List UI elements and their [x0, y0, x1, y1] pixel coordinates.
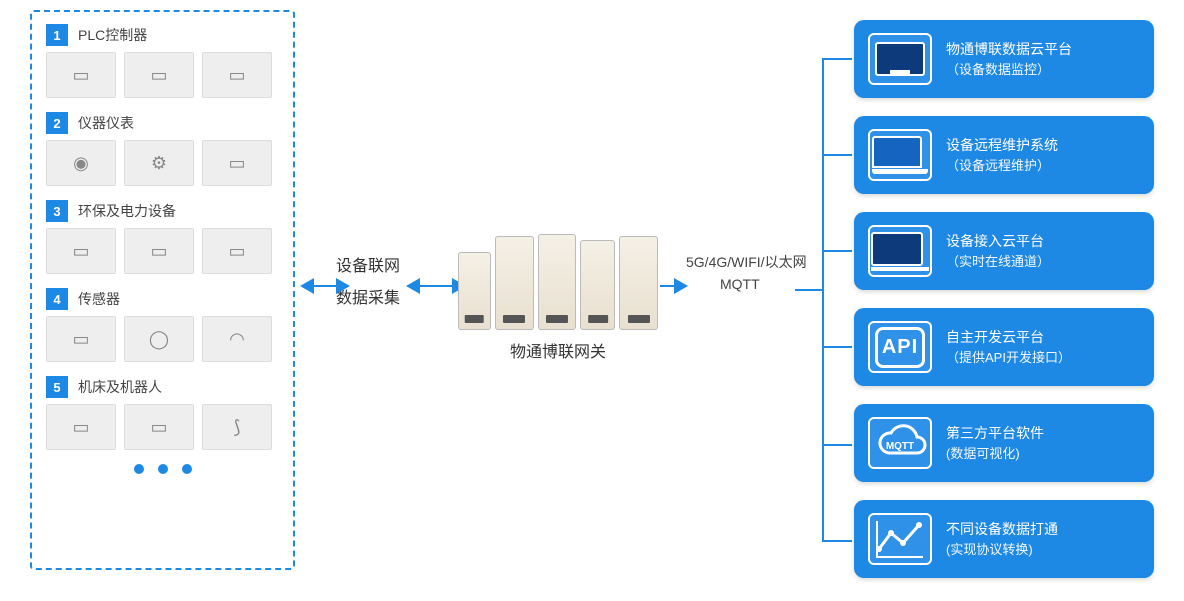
card-text: 设备远程维护系统（设备远程维护） [946, 135, 1058, 176]
card-title: 设备接入云平台 [946, 231, 1050, 252]
category: 1PLC控制器▭▭▭ [46, 24, 279, 98]
card-text: 物通博联数据云平台（设备数据监控） [946, 39, 1072, 80]
gateway-device [580, 240, 615, 330]
laptop-icon [872, 136, 928, 174]
dot [134, 464, 144, 474]
category-title: 环保及电力设备 [78, 201, 176, 221]
card-subtitle: （实时在线通道） [946, 252, 1050, 272]
device-thumb: ▭ [46, 316, 116, 362]
chart-icon [875, 519, 925, 559]
device-thumb: ▭ [124, 52, 194, 98]
gateway-device [458, 252, 491, 330]
gateway-device [538, 234, 577, 330]
api-icon: API [875, 327, 925, 368]
gateway-label: 物通博联网关 [458, 338, 658, 362]
device-thumb: ▭ [124, 228, 194, 274]
bracket-trunk [822, 58, 824, 540]
category-number: 3 [46, 200, 68, 222]
laptop-icon [871, 232, 929, 271]
category-title: PLC控制器 [78, 25, 147, 45]
card-subtitle: （设备数据监控） [946, 60, 1072, 80]
card-subtitle: (实现协议转换) [946, 540, 1058, 560]
svg-text:MQTT: MQTT [886, 441, 914, 452]
device-thumb: ▭ [202, 228, 272, 274]
category-number: 2 [46, 112, 68, 134]
device-thumb: ▭ [202, 52, 272, 98]
device-thumb: ▭ [202, 140, 272, 186]
monitor-icon [875, 42, 925, 76]
device-categories-panel: 1PLC控制器▭▭▭2仪器仪表◉⚙▭3环保及电力设备▭▭▭4传感器▭◯◠5机床及… [30, 10, 295, 570]
device-thumb: ⚙ [124, 140, 194, 186]
category: 4 传感器 ▭◯◠ [46, 288, 279, 362]
gateway-cluster [458, 230, 658, 330]
card-text: 设备接入云平台（实时在线通道） [946, 231, 1050, 272]
biarrow-gateway-out [660, 278, 688, 294]
card-title: 自主开发云平台 [946, 327, 1071, 348]
device-thumb: ▭ [46, 52, 116, 98]
platform-card: 物通博联数据云平台（设备数据监控） [854, 20, 1154, 98]
device-thumb: ⟆ [202, 404, 272, 450]
mqtt-cloud-icon: MQTT [871, 423, 929, 463]
bracket-branch [822, 540, 852, 542]
link-label-top: 5G/4G/WIFI/以太网 [686, 252, 807, 272]
gateway-device [619, 236, 658, 330]
category: 5机床及机器人▭▭⟆ [46, 376, 279, 450]
card-title: 设备远程维护系统 [946, 135, 1058, 156]
device-thumb: ◠ [202, 316, 272, 362]
card-title: 物通博联数据云平台 [946, 39, 1072, 60]
category-title: 仪器仪表 [78, 113, 134, 133]
bracket-branch [822, 250, 852, 252]
bracket-in [795, 289, 822, 291]
category-title: 传感器 [78, 289, 120, 309]
dot [182, 464, 192, 474]
dot [158, 464, 168, 474]
bracket-branch [822, 346, 852, 348]
category: 2 仪器仪表 ◉⚙▭ [46, 112, 279, 186]
card-title: 第三方平台软件 [946, 423, 1044, 444]
platform-card: 不同设备数据打通(实现协议转换) [854, 500, 1154, 578]
bracket-branch [822, 444, 852, 446]
platform-card: MQTT 第三方平台软件(数据可视化) [854, 404, 1154, 482]
platform-card: 设备远程维护系统（设备远程维护） [854, 116, 1154, 194]
right-cards-column: 物通博联数据云平台（设备数据监控） 设备远程维护系统（设备远程维护） 设备接入云平台… [854, 20, 1154, 578]
device-thumb: ◯ [124, 316, 194, 362]
category: 3环保及电力设备▭▭▭ [46, 200, 279, 274]
card-text: 自主开发云平台（提供API开发接口） [946, 327, 1071, 368]
bracket-branch [822, 154, 852, 156]
card-subtitle: (数据可视化) [946, 444, 1044, 464]
card-subtitle: （提供API开发接口） [946, 348, 1071, 368]
category-number: 4 [46, 288, 68, 310]
device-thumb: ◉ [46, 140, 116, 186]
card-text: 不同设备数据打通(实现协议转换) [946, 519, 1058, 560]
bracket-branch [822, 58, 852, 60]
gateway-device [495, 236, 534, 330]
card-title: 不同设备数据打通 [946, 519, 1058, 540]
carousel-dots [46, 464, 279, 474]
biarrow-left [300, 278, 350, 294]
platform-card: API 自主开发云平台（提供API开发接口） [854, 308, 1154, 386]
biarrow-right [406, 278, 466, 294]
category-number: 5 [46, 376, 68, 398]
card-subtitle: （设备远程维护） [946, 156, 1058, 176]
device-thumb: ▭ [46, 228, 116, 274]
category-title: 机床及机器人 [78, 377, 162, 397]
device-thumb: ▭ [46, 404, 116, 450]
device-thumb: ▭ [124, 404, 194, 450]
mid-label-top: 设备联网 [336, 252, 400, 276]
card-text: 第三方平台软件(数据可视化) [946, 423, 1044, 464]
link-label-bottom: MQTT [720, 276, 760, 292]
category-number: 1 [46, 24, 68, 46]
platform-card: 设备接入云平台（实时在线通道） [854, 212, 1154, 290]
